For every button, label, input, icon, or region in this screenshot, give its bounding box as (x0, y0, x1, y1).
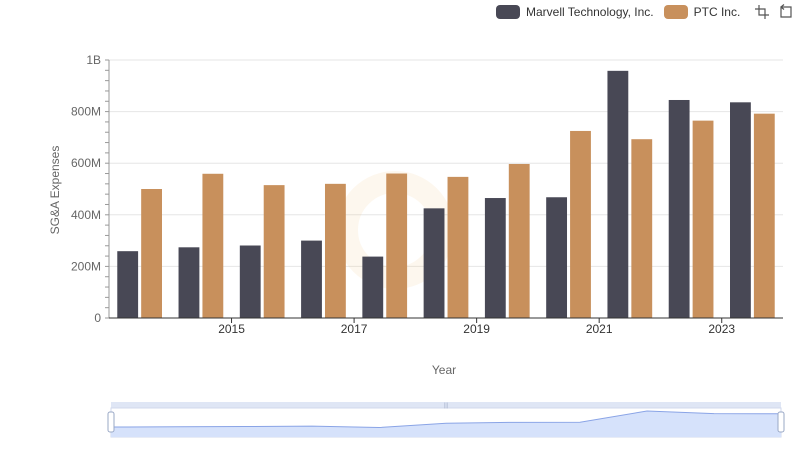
bar-ptc[interactable] (631, 139, 653, 318)
bar-marvell[interactable] (484, 198, 506, 318)
y-tick-label: 800M (71, 105, 101, 119)
bar-ptc[interactable] (263, 185, 285, 318)
y-tick-label: 400M (71, 208, 101, 222)
x-tick-label: 2023 (708, 322, 735, 336)
slider-handle-left[interactable] (107, 411, 115, 433)
legend-item-marvell[interactable]: Marvell Technology, Inc. (496, 5, 654, 19)
bar-ptc[interactable] (141, 189, 163, 318)
y-tick-label: 600M (71, 156, 101, 170)
bar-ptc[interactable] (508, 163, 530, 318)
x-axis-label: Year (432, 363, 456, 377)
legend-swatch-marvell (496, 5, 520, 19)
bar-marvell[interactable] (423, 208, 445, 318)
bar-marvell[interactable] (729, 102, 751, 318)
slider-handle-right[interactable] (777, 411, 785, 433)
slider-line (110, 410, 782, 429)
y-tick-label: 0 (94, 311, 101, 325)
bar-ptc[interactable] (753, 113, 775, 318)
bar-marvell[interactable] (362, 256, 384, 318)
bar-ptc[interactable] (324, 183, 346, 318)
zoom-slider[interactable]: ||| (107, 402, 785, 438)
x-tick-label: 2017 (341, 322, 368, 336)
y-tick-label: 1B (86, 53, 101, 67)
legend: Marvell Technology, Inc. PTC Inc. (496, 4, 794, 20)
slider-area (111, 411, 781, 437)
x-tick-label: 2015 (218, 322, 245, 336)
bar-ptc[interactable] (202, 173, 224, 318)
bar-marvell[interactable] (301, 240, 322, 318)
legend-swatch-ptc (663, 5, 688, 19)
bar-ptc[interactable] (570, 130, 591, 318)
legend-label-ptc: PTC Inc. (693, 5, 741, 19)
reset-icon[interactable] (778, 4, 794, 20)
bar-marvell[interactable] (607, 70, 629, 318)
zoom-icon[interactable] (754, 4, 770, 20)
toolbox (754, 4, 794, 20)
slider-grip-icon[interactable]: ||| (444, 403, 449, 409)
bar-marvell[interactable] (117, 251, 139, 318)
axes: 0 200M 400M 600M 800M 1B 2015 2017 2019 2021 2023 (71, 53, 783, 336)
bar-marvell[interactable] (668, 99, 690, 319)
x-tick-label: 2021 (586, 322, 613, 336)
bar-marvell[interactable] (239, 245, 261, 318)
y-tick-label: 200M (71, 259, 101, 273)
x-tick-label: 2019 (463, 322, 490, 336)
bar-marvell[interactable] (178, 247, 200, 318)
bar-ptc[interactable] (386, 173, 408, 318)
y-axis-label: SG&A Expenses (48, 146, 62, 235)
bar-ptc[interactable] (447, 176, 469, 318)
bar-ptc[interactable] (692, 120, 714, 318)
bar-marvell[interactable] (546, 197, 568, 318)
slider-top-bar (111, 402, 781, 408)
legend-label-marvell: Marvell Technology, Inc. (526, 5, 654, 19)
legend-item-ptc[interactable]: PTC Inc. (663, 5, 741, 19)
bars (117, 70, 775, 319)
